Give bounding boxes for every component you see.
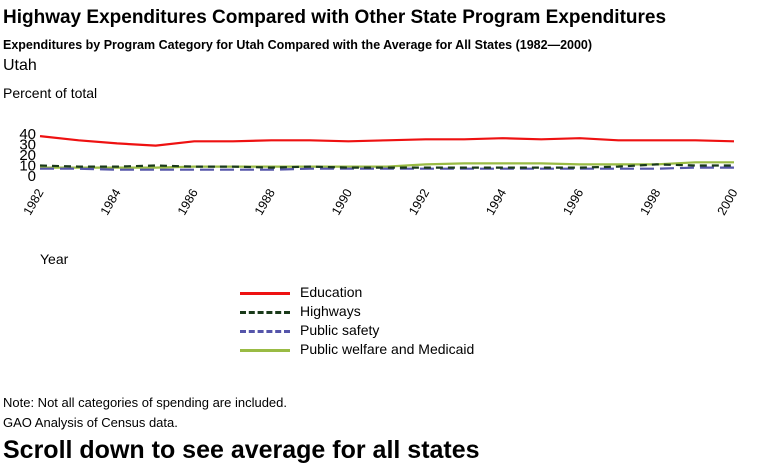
legend-swatch xyxy=(240,311,290,314)
legend-swatch xyxy=(240,292,290,295)
x-tick-label: 1994 xyxy=(483,186,509,217)
y-tick-label: 0 xyxy=(28,168,36,185)
x-tick-label: 2000 xyxy=(715,186,741,217)
legend-label: Education xyxy=(300,284,363,300)
x-tick-label: 1988 xyxy=(252,186,278,217)
legend-swatch xyxy=(240,330,290,333)
x-tick-label: 1998 xyxy=(637,186,663,217)
x-tick-label: 1996 xyxy=(560,186,586,217)
scroll-hint: Scroll down to see average for all state… xyxy=(3,436,480,464)
series-line-highways xyxy=(39,163,734,169)
chart-source: GAO Analysis of Census data. xyxy=(3,415,178,430)
legend-label: Public safety xyxy=(300,322,380,338)
series-line-education xyxy=(39,135,735,147)
x-tick-label: 1986 xyxy=(175,186,201,217)
x-axis-label: Year xyxy=(40,251,69,267)
x-tick-label: 1984 xyxy=(98,186,124,217)
chart-note: Note: Not all categories of spending are… xyxy=(3,395,288,410)
series-line-public-safety xyxy=(40,166,734,171)
x-tick-label: 1992 xyxy=(406,186,432,217)
y-tick-label: 40 xyxy=(19,126,36,143)
panel-title: Utah xyxy=(3,57,37,74)
legend-swatch xyxy=(240,349,290,352)
y-axis-label: Percent of total xyxy=(3,85,98,101)
legend-label: Public welfare and Medicaid xyxy=(300,341,475,357)
y-tick-label: 20 xyxy=(19,147,36,164)
x-tick-label: 1982 xyxy=(21,186,47,217)
chart-subtitle: Expenditures by Program Category for Uta… xyxy=(3,38,593,52)
y-tick-label: 10 xyxy=(19,158,36,175)
legend-label: Highways xyxy=(300,303,361,319)
x-tick-label: 1990 xyxy=(329,186,355,217)
y-tick-label: 30 xyxy=(19,137,36,154)
series-line-public-welfare-and-medicaid xyxy=(40,161,734,169)
chart-title: Highway Expenditures Compared with Other… xyxy=(3,7,667,28)
